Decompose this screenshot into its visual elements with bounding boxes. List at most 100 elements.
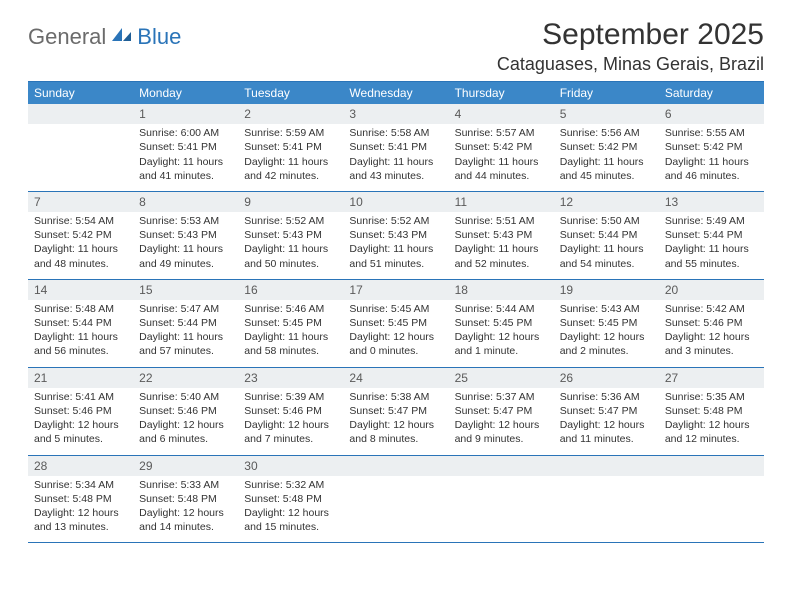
day-line: Daylight: 11 hours and 51 minutes.: [349, 242, 442, 270]
day-line: Sunrise: 5:46 AM: [244, 302, 337, 316]
day-number: 10: [343, 191, 448, 212]
day-number: 9: [238, 191, 343, 212]
day-line: Sunrise: 5:37 AM: [455, 390, 548, 404]
day-number: 28: [28, 455, 133, 476]
day-line: Daylight: 11 hours and 58 minutes.: [244, 330, 337, 358]
day-cell: Sunrise: 5:52 AMSunset: 5:43 PMDaylight:…: [238, 212, 343, 279]
daynum-row: 282930: [28, 455, 764, 476]
day-line: Daylight: 11 hours and 49 minutes.: [139, 242, 232, 270]
day-cell: Sunrise: 5:50 AMSunset: 5:44 PMDaylight:…: [554, 212, 659, 279]
day-number: 3: [343, 104, 448, 124]
day-line: Sunset: 5:46 PM: [665, 316, 758, 330]
daynum-row: 123456: [28, 104, 764, 124]
day-number: [28, 104, 133, 124]
day-number: 24: [343, 367, 448, 388]
day-line: Sunset: 5:41 PM: [244, 140, 337, 154]
day-number: 11: [449, 191, 554, 212]
day-line: Sunrise: 5:35 AM: [665, 390, 758, 404]
day-line: Sunrise: 5:39 AM: [244, 390, 337, 404]
day-line: Sunset: 5:43 PM: [349, 228, 442, 242]
day-line: Sunset: 5:48 PM: [244, 492, 337, 506]
day-line: Sunrise: 5:48 AM: [34, 302, 127, 316]
day-number: 22: [133, 367, 238, 388]
day-line: Sunrise: 5:33 AM: [139, 478, 232, 492]
title-block: September 2025 Cataguases, Minas Gerais,…: [497, 18, 764, 75]
day-number: 5: [554, 104, 659, 124]
day-cell: Sunrise: 5:39 AMSunset: 5:46 PMDaylight:…: [238, 388, 343, 455]
day-line: Sunset: 5:45 PM: [349, 316, 442, 330]
day-header-row: Sunday Monday Tuesday Wednesday Thursday…: [28, 82, 764, 105]
day-cell: Sunrise: 5:42 AMSunset: 5:46 PMDaylight:…: [659, 300, 764, 367]
day-number: 15: [133, 279, 238, 300]
day-cell: Sunrise: 5:40 AMSunset: 5:46 PMDaylight:…: [133, 388, 238, 455]
day-cell: [28, 124, 133, 191]
day-line: Daylight: 12 hours and 12 minutes.: [665, 418, 758, 446]
day-line: Sunset: 5:46 PM: [139, 404, 232, 418]
day-line: Sunset: 5:44 PM: [34, 316, 127, 330]
day-number: 14: [28, 279, 133, 300]
day-line: Sunrise: 5:59 AM: [244, 126, 337, 140]
day-line: Daylight: 11 hours and 46 minutes.: [665, 155, 758, 183]
day-cell: Sunrise: 5:38 AMSunset: 5:47 PMDaylight:…: [343, 388, 448, 455]
day-line: Daylight: 12 hours and 2 minutes.: [560, 330, 653, 358]
day-line: Daylight: 11 hours and 57 minutes.: [139, 330, 232, 358]
content-row: Sunrise: 6:00 AMSunset: 5:41 PMDaylight:…: [28, 124, 764, 191]
day-number: 6: [659, 104, 764, 124]
day-number: 13: [659, 191, 764, 212]
day-cell: Sunrise: 5:59 AMSunset: 5:41 PMDaylight:…: [238, 124, 343, 191]
day-line: Daylight: 11 hours and 56 minutes.: [34, 330, 127, 358]
day-line: Daylight: 12 hours and 1 minute.: [455, 330, 548, 358]
day-line: Sunrise: 5:34 AM: [34, 478, 127, 492]
day-number: 1: [133, 104, 238, 124]
location: Cataguases, Minas Gerais, Brazil: [497, 54, 764, 75]
day-line: Sunrise: 5:36 AM: [560, 390, 653, 404]
day-line: Sunset: 5:48 PM: [665, 404, 758, 418]
day-number: 8: [133, 191, 238, 212]
day-number: [659, 455, 764, 476]
day-line: Sunset: 5:47 PM: [455, 404, 548, 418]
day-line: Sunset: 5:47 PM: [560, 404, 653, 418]
day-number: 12: [554, 191, 659, 212]
day-cell: Sunrise: 5:54 AMSunset: 5:42 PMDaylight:…: [28, 212, 133, 279]
day-line: Sunrise: 5:53 AM: [139, 214, 232, 228]
logo: General Blue: [28, 24, 181, 50]
day-number: 18: [449, 279, 554, 300]
day-line: Daylight: 11 hours and 44 minutes.: [455, 155, 548, 183]
day-cell: Sunrise: 5:36 AMSunset: 5:47 PMDaylight:…: [554, 388, 659, 455]
day-line: Daylight: 12 hours and 3 minutes.: [665, 330, 758, 358]
day-line: Sunset: 5:42 PM: [665, 140, 758, 154]
day-line: Sunrise: 5:44 AM: [455, 302, 548, 316]
day-number: 23: [238, 367, 343, 388]
day-number: [449, 455, 554, 476]
day-line: Sunset: 5:45 PM: [560, 316, 653, 330]
day-cell: [554, 476, 659, 543]
day-number: 7: [28, 191, 133, 212]
day-number: 19: [554, 279, 659, 300]
day-line: Daylight: 11 hours and 54 minutes.: [560, 242, 653, 270]
logo-sail-icon: [111, 26, 133, 49]
day-cell: Sunrise: 5:51 AMSunset: 5:43 PMDaylight:…: [449, 212, 554, 279]
day-line: Daylight: 12 hours and 14 minutes.: [139, 506, 232, 534]
day-line: Sunset: 5:41 PM: [139, 140, 232, 154]
day-line: Daylight: 11 hours and 50 minutes.: [244, 242, 337, 270]
day-cell: Sunrise: 5:32 AMSunset: 5:48 PMDaylight:…: [238, 476, 343, 543]
day-line: Sunrise: 5:32 AM: [244, 478, 337, 492]
day-line: Sunrise: 5:50 AM: [560, 214, 653, 228]
day-number: [343, 455, 448, 476]
day-line: Daylight: 11 hours and 55 minutes.: [665, 242, 758, 270]
content-row: Sunrise: 5:54 AMSunset: 5:42 PMDaylight:…: [28, 212, 764, 279]
day-header: Thursday: [449, 82, 554, 105]
day-line: Sunset: 5:46 PM: [34, 404, 127, 418]
day-line: Daylight: 11 hours and 43 minutes.: [349, 155, 442, 183]
day-line: Sunset: 5:43 PM: [139, 228, 232, 242]
day-cell: [343, 476, 448, 543]
day-cell: Sunrise: 5:55 AMSunset: 5:42 PMDaylight:…: [659, 124, 764, 191]
content-row: Sunrise: 5:34 AM Sunset: 5:48 PM Daylight:…: [28, 476, 764, 543]
day-line: Sunrise: 5:38 AM: [349, 390, 442, 404]
day-line: Sunrise: 5:56 AM: [560, 126, 653, 140]
day-number: 20: [659, 279, 764, 300]
day-number: 30: [238, 455, 343, 476]
day-line: Daylight: 12 hours and 0 minutes.: [349, 330, 442, 358]
daynum-row: 21222324252627: [28, 367, 764, 388]
day-cell: Sunrise: 5:43 AMSunset: 5:45 PMDaylight:…: [554, 300, 659, 367]
